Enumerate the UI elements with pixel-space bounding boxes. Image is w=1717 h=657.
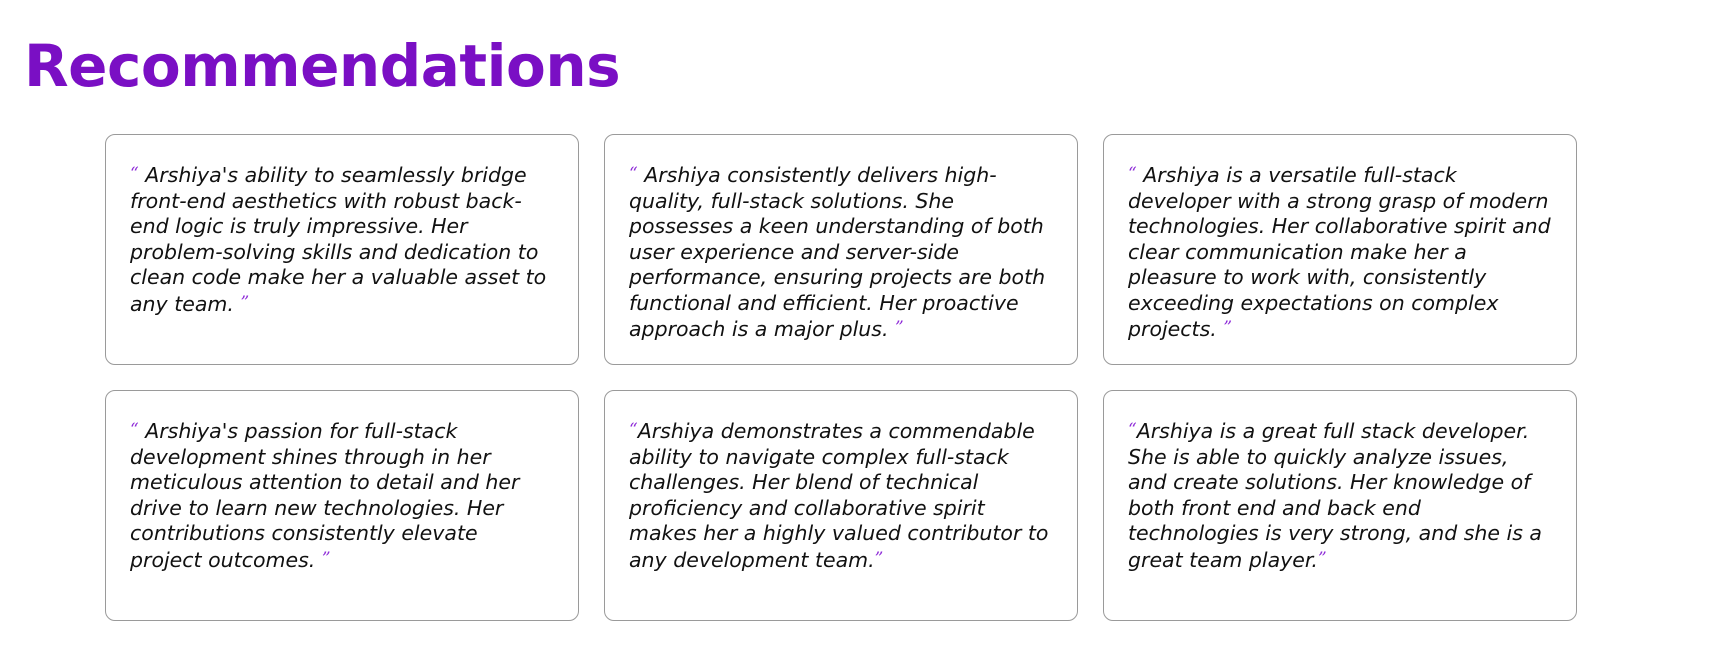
close-quote-icon: ”	[895, 318, 904, 338]
recommendation-card: “ Arshiya is a versatile full-stack deve…	[1103, 134, 1577, 365]
close-quote-icon: ”	[1317, 548, 1327, 569]
close-quote-icon: ”	[321, 548, 331, 569]
recommendation-text: Arshiya consistently delivers high-quali…	[629, 163, 1046, 341]
recommendation-card: “Arshiya demonstrates a commendable abil…	[604, 390, 1078, 621]
open-quote-icon: “	[1128, 164, 1137, 184]
recommendation-quote: “Arshiya demonstrates a commendable abil…	[629, 418, 1053, 573]
open-quote-icon: “	[130, 420, 139, 440]
close-quote-icon: ”	[874, 548, 884, 569]
recommendations-grid: “ Arshiya's ability to seamlessly bridge…	[105, 134, 1577, 621]
recommendation-card: “ Arshiya's passion for full-stack devel…	[105, 390, 579, 621]
recommendation-card: “Arshiya is a great full stack developer…	[1103, 390, 1577, 621]
page-title: Recommendations	[24, 32, 621, 100]
open-quote-icon: “	[1128, 420, 1137, 440]
close-quote-icon: ”	[1223, 318, 1233, 338]
open-quote-icon: “	[629, 420, 638, 440]
recommendation-text: Arshiya is a versatile full-stack develo…	[1128, 163, 1551, 341]
recommendation-card: “ Arshiya's ability to seamlessly bridge…	[105, 134, 579, 365]
recommendation-quote: “ Arshiya's ability to seamlessly bridge…	[130, 162, 554, 317]
recommendation-text: Arshiya's passion for full-stack develop…	[130, 419, 520, 572]
recommendation-card: “ Arshiya consistently delivers high-qua…	[604, 134, 1078, 365]
recommendation-text: Arshiya's ability to seamlessly bridge f…	[130, 163, 547, 316]
recommendation-quote: “Arshiya is a great full stack developer…	[1128, 418, 1552, 573]
recommendation-quote: “ Arshiya's passion for full-stack devel…	[130, 418, 554, 573]
recommendation-text: Arshiya demonstrates a commendable abili…	[629, 419, 1049, 572]
recommendation-quote: “ Arshiya is a versatile full-stack deve…	[1128, 162, 1552, 343]
recommendation-text: Arshiya is a great full stack developer.…	[1128, 419, 1542, 572]
open-quote-icon: “	[629, 164, 638, 184]
open-quote-icon: “	[130, 164, 139, 184]
recommendation-quote: “ Arshiya consistently delivers high-qua…	[629, 162, 1053, 343]
close-quote-icon: ”	[240, 292, 250, 313]
